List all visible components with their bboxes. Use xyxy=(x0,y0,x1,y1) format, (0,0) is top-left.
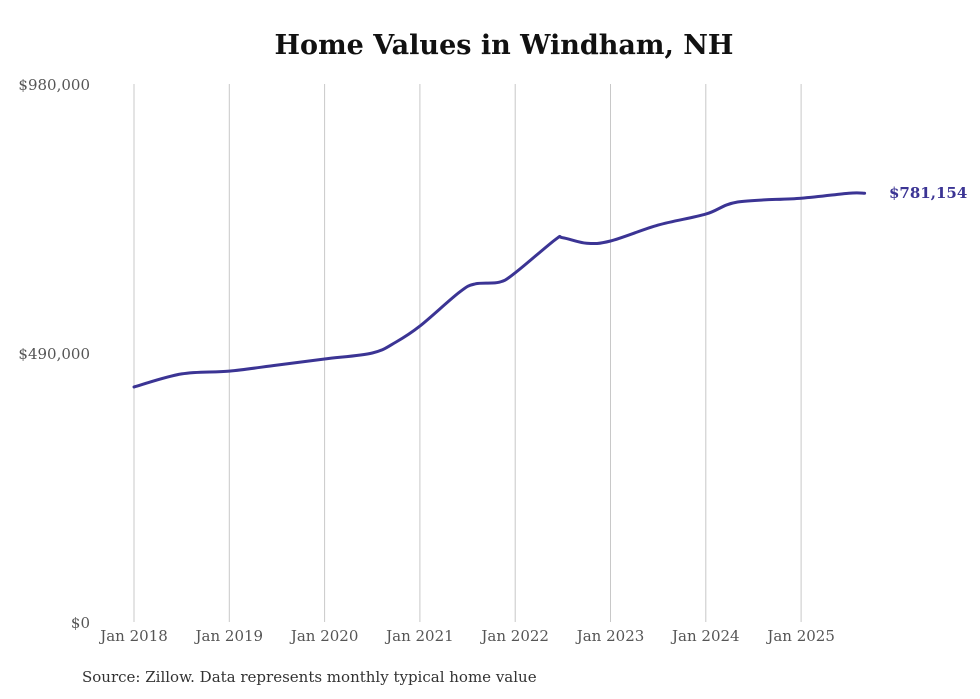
x-axis-labels: Jan 2018 Jan 2019 Jan 2020 Jan 2021 Jan 2022… xyxy=(98,627,835,645)
x-tick-label: Jan 2019 xyxy=(194,627,264,645)
chart-title: Home Values in Windham, NH xyxy=(274,30,734,61)
x-tick-label: Jan 2018 xyxy=(98,627,168,645)
x-tick-label: Jan 2025 xyxy=(765,627,835,645)
home-value-line xyxy=(132,191,867,389)
x-tick-label: Jan 2023 xyxy=(575,627,645,645)
x-tick-label: Jan 2022 xyxy=(479,627,549,645)
vertical-gridlines xyxy=(133,84,802,622)
y-axis-labels: $980,000 $490,000 $0 xyxy=(18,76,90,632)
y-tick-label: $980,000 xyxy=(18,76,90,94)
x-tick-label: Jan 2024 xyxy=(670,627,740,645)
x-tick-label: Jan 2021 xyxy=(384,627,454,645)
source-note: Source: Zillow. Data represents monthly … xyxy=(82,668,537,686)
x-tick-label: Jan 2020 xyxy=(289,627,359,645)
y-tick-label: $490,000 xyxy=(18,345,90,363)
latest-value-label: $781,154 xyxy=(889,184,967,202)
y-tick-label: $0 xyxy=(71,614,90,632)
